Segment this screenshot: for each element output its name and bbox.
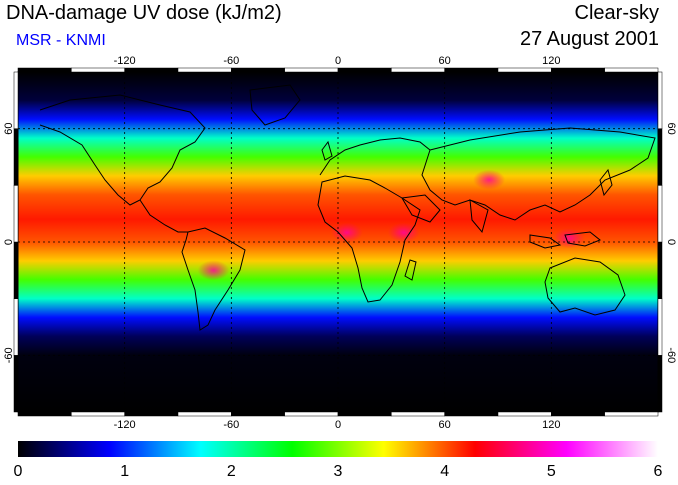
frame-bar-left bbox=[13, 185, 19, 243]
frame-bar-top bbox=[124, 67, 179, 73]
frame-bar-right bbox=[657, 355, 663, 413]
frame-bar-bottom bbox=[17, 411, 72, 417]
lat-tick-label-left: -60 bbox=[3, 347, 15, 363]
lat-tick-label-right: 60 bbox=[665, 123, 677, 135]
colorbar-labels: 0 1 2 3 4 5 6 bbox=[14, 463, 663, 480]
lon-tick-label-top: 60 bbox=[439, 55, 451, 67]
frame-bar-top bbox=[71, 67, 125, 73]
uv-hotspot bbox=[473, 169, 506, 190]
colorbar bbox=[18, 441, 658, 457]
frame-bar-bottom bbox=[177, 411, 232, 417]
frame-bar-bottom bbox=[551, 411, 605, 417]
frame-bar-top bbox=[604, 67, 659, 73]
map-subtitle: MSR - KNMI bbox=[16, 32, 106, 49]
colorbar-tick-label: 0 bbox=[14, 463, 23, 480]
lat-tick-label-right: -60 bbox=[665, 347, 677, 363]
colorbar-tick-label: 5 bbox=[547, 463, 556, 480]
lon-tick-label-top: 0 bbox=[335, 55, 341, 67]
frame-bars bbox=[13, 67, 663, 417]
frame-bar-top bbox=[231, 67, 285, 73]
map-date: 27 August 2001 bbox=[519, 28, 659, 50]
frame-bar-left bbox=[13, 128, 19, 186]
uv-hotspot bbox=[387, 222, 420, 243]
frame-bar-top bbox=[391, 67, 445, 73]
lat-tick-label-left: 0 bbox=[3, 239, 15, 245]
lon-tick-label-bottom: 60 bbox=[439, 419, 451, 431]
colorbar-tick-label: 1 bbox=[120, 463, 129, 480]
frame-bar-top bbox=[284, 67, 339, 73]
frame-bar-right bbox=[657, 128, 663, 186]
lon-tick-label-top: -120 bbox=[114, 55, 136, 67]
frame-bar-right bbox=[657, 241, 663, 299]
frame-bar-bottom bbox=[391, 411, 445, 417]
sky-condition: Clear-sky bbox=[574, 2, 659, 24]
frame-bar-bottom bbox=[604, 411, 659, 417]
frame-bar-top bbox=[497, 67, 552, 73]
frame-bar-left bbox=[13, 241, 19, 299]
tick-labels: -120 -120 -60 -60 0 0 60 60 120 120 60 60 0 0 -60 -60 bbox=[3, 55, 677, 431]
colorbar-tick-label: 6 bbox=[654, 463, 663, 480]
lon-tick-label-bottom: -120 bbox=[114, 419, 136, 431]
frame-bar-bottom bbox=[444, 411, 499, 417]
map-title: DNA-damage UV dose (kJ/m2) bbox=[6, 2, 282, 24]
lon-tick-label-top: -60 bbox=[223, 55, 239, 67]
uv-hotspot bbox=[330, 222, 363, 243]
frame-bar-top bbox=[337, 67, 392, 73]
colorbar-tick-label: 4 bbox=[440, 463, 449, 480]
uv-hotspot bbox=[197, 260, 230, 281]
lon-tick-label-bottom: -60 bbox=[223, 419, 239, 431]
frame-bar-bottom bbox=[71, 411, 125, 417]
frame-bar-bottom bbox=[231, 411, 285, 417]
frame-bar-top bbox=[444, 67, 499, 73]
frame-bar-top bbox=[551, 67, 605, 73]
frame-bar-bottom bbox=[284, 411, 339, 417]
frame-bar-top bbox=[177, 67, 232, 73]
frame-bar-left bbox=[13, 71, 19, 129]
frame-bar-left bbox=[13, 298, 19, 356]
colorbar-tick-label: 2 bbox=[227, 463, 236, 480]
frame-bar-bottom bbox=[337, 411, 392, 417]
frame-bar-bottom bbox=[497, 411, 552, 417]
lat-tick-label-left: 60 bbox=[3, 123, 15, 135]
graticule bbox=[18, 72, 658, 412]
lon-tick-label-top: 120 bbox=[542, 55, 560, 67]
frame-bar-top bbox=[17, 67, 72, 73]
frame-bar-right bbox=[657, 298, 663, 356]
colorbar-tick-label: 3 bbox=[334, 463, 343, 480]
uv-hotspots bbox=[197, 169, 586, 281]
lon-tick-label-bottom: 120 bbox=[542, 419, 560, 431]
frame-bar-bottom bbox=[124, 411, 179, 417]
lon-tick-label-bottom: 0 bbox=[335, 419, 341, 431]
lat-tick-label-right: 0 bbox=[665, 239, 677, 245]
frame-bar-right bbox=[657, 71, 663, 129]
frame-bar-right bbox=[657, 185, 663, 243]
